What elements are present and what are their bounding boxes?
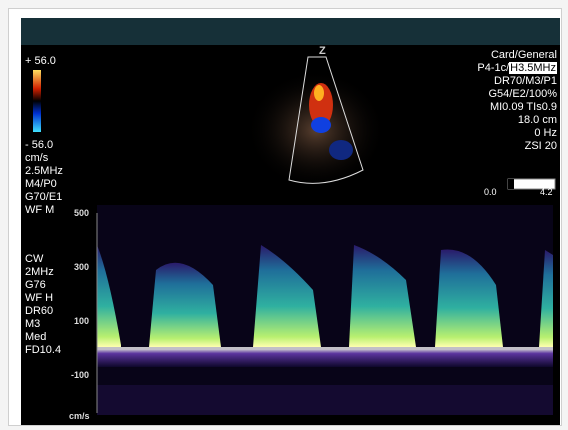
color-bar [33, 70, 41, 132]
spectrum-positive [97, 245, 553, 347]
probe: P4-1c/ [477, 62, 510, 74]
spectral-envelope [349, 245, 416, 347]
image-setting: DR70/M3/P1 [494, 75, 557, 87]
velocity-label: 100 [73, 316, 89, 326]
image-setting: MI0.09 TIs0.9 [489, 101, 557, 113]
color-scale-top: + 56.0 [25, 55, 56, 67]
gain-bar-fill [508, 179, 514, 189]
probe-logo: Z [319, 45, 326, 57]
image-setting: 0 Hz [534, 127, 557, 139]
preset: Card/General [490, 49, 557, 61]
velocity-label: 300 [73, 262, 89, 272]
spectral-envelope [97, 245, 121, 347]
gain-max: 4.2 [540, 187, 553, 197]
doppler-setting: G76 [25, 279, 46, 291]
doppler-setting: FD10.4 [25, 344, 62, 356]
spectral-envelope [435, 249, 503, 347]
doppler-setting: DR60 [25, 305, 54, 317]
spectral-envelope [253, 245, 321, 347]
frequency: H3.5MHz [509, 62, 557, 74]
spectral-envelope [539, 250, 553, 347]
probe-line: P4-1c/H3.5MHz [477, 62, 557, 75]
color-setting: G70/E1 [25, 191, 63, 203]
image-graphics [33, 56, 556, 415]
spectrum-negative-noise [97, 385, 553, 415]
color-setting: WF M [25, 204, 55, 216]
color-flow-yellow [314, 85, 324, 101]
color-setting: M4/P0 [25, 178, 57, 190]
spectrum-negative [97, 349, 553, 367]
top-bar [21, 18, 560, 45]
doppler-setting: M3 [25, 318, 41, 330]
color-flow-blue-2 [329, 140, 353, 160]
velocity-label: -100 [70, 370, 89, 380]
doppler-setting: 2MHz [25, 266, 54, 278]
doppler-setting: Med [25, 331, 47, 343]
sector-outline [288, 56, 364, 184]
velocity-unit: cm/s [69, 411, 90, 421]
image-setting: ZSI 20 [524, 140, 557, 152]
spectral-envelope [149, 262, 221, 347]
image-view: + 56.0 - 56.0 Z 0.0 4.2 Card/General P4-… [21, 45, 560, 425]
velocity-label: 500 [73, 208, 89, 218]
image-setting: G54/E2/100% [488, 88, 558, 100]
color-scale-bottom: - 56.0 [25, 139, 54, 151]
doppler-setting: WF H [25, 292, 54, 304]
color-flow-blue [311, 117, 331, 133]
doppler-setting: CW [25, 253, 44, 265]
gain-min: 0.0 [484, 187, 497, 197]
color-setting: cm/s [25, 152, 49, 164]
image-setting: 18.0 cm [517, 114, 557, 126]
color-setting: 2.5MHz [25, 165, 63, 177]
